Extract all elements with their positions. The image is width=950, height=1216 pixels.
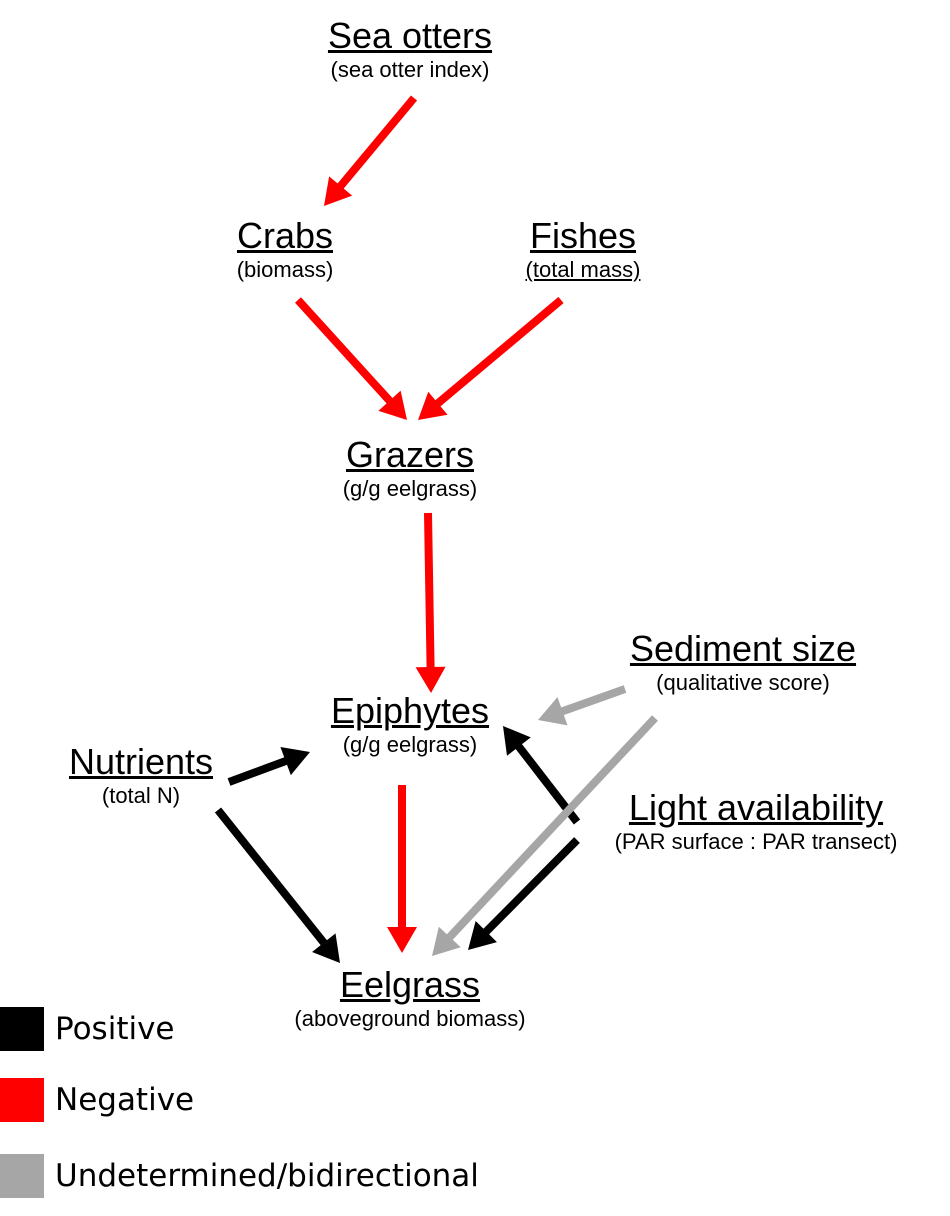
legend-label: Undetermined/bidirectional [55,1158,479,1194]
legend-label: Negative [55,1082,195,1118]
arrow-nutrients-to-epiphytes [227,756,289,786]
node-nutrients: Nutrients (total N) [51,742,231,810]
node-subtitle: (g/g eelgrass) [342,476,478,501]
node-eelgrass: Eelgrass (aboveground biomass) [270,965,550,1033]
node-subtitle: (total mass) [525,257,641,282]
node-sea-otters: Sea otters (sea otter index) [300,16,520,84]
node-title: Grazers [345,434,475,475]
node-title: Eelgrass [339,964,481,1005]
node-title: Sea otters [327,15,493,56]
node-epiphytes: Epiphytes (g/g eelgrass) [300,691,520,759]
arrow-nutrients-to-eelgrass [214,807,329,947]
node-crabs: Crabs (biomass) [200,216,370,284]
arrowhead-crabs-to-grazers [378,390,407,420]
node-title: Light availability [628,787,884,828]
node-subtitle: (biomass) [236,257,334,282]
legend-label: Positive [55,1011,175,1047]
node-subtitle: (PAR surface : PAR transect) [614,829,898,854]
arrow-sea_otters-to-crabs [336,95,418,191]
arrowhead-sea_otters-to-crabs [324,176,353,206]
arrowhead-grazers-to-epiphytes [415,666,446,693]
legend-swatch-negative [0,1078,44,1122]
arrowhead-epiphytes-to-eelgrass [387,927,417,953]
legend-swatch-undetermined [0,1154,44,1198]
arrowhead-sediment-to-epiphytes [538,697,568,726]
arrowhead-light-to-epiphytes [503,726,531,756]
node-title: Sediment size [629,628,857,669]
arrow-grazers-to-epiphytes [424,512,435,670]
legend-negative: Negative [0,1078,600,1122]
arrow-fishes-to-grazers [433,296,564,408]
legend-undetermined: Undetermined/bidirectional [0,1154,600,1198]
arrowhead-sediment-to-eelgrass [432,926,461,956]
arrow-crabs-to-grazers [295,297,394,405]
node-fishes: Fishes (total mass) [488,216,678,284]
node-title: Crabs [236,215,334,256]
node-light-availability: Light availability (PAR surface : PAR tr… [585,788,927,856]
node-subtitle: (sea otter index) [330,57,490,82]
node-subtitle: (qualitative score) [656,670,830,695]
legend-swatch-positive [0,1007,44,1051]
legend-positive: Positive [0,1007,600,1051]
node-title: Nutrients [68,741,214,782]
arrow-sediment-to-epiphytes [559,685,627,716]
node-subtitle: (aboveground biomass) [294,1006,526,1031]
arrowhead-nutrients-to-epiphytes [280,746,310,776]
arrowhead-nutrients-to-eelgrass [312,933,340,963]
arrowhead-light-to-eelgrass [468,920,497,950]
arrow-sediment-to-eelgrass [445,715,658,942]
node-subtitle: (g/g eelgrass) [342,732,478,757]
node-title: Epiphytes [330,690,490,731]
node-grazers: Grazers (g/g eelgrass) [300,435,520,503]
node-subtitle: (total N) [101,783,181,808]
arrow-light-to-eelgrass [482,837,580,936]
node-sediment-size: Sediment size (qualitative score) [593,629,893,697]
node-title: Fishes [529,215,637,256]
arrowhead-fishes-to-grazers [418,391,448,420]
